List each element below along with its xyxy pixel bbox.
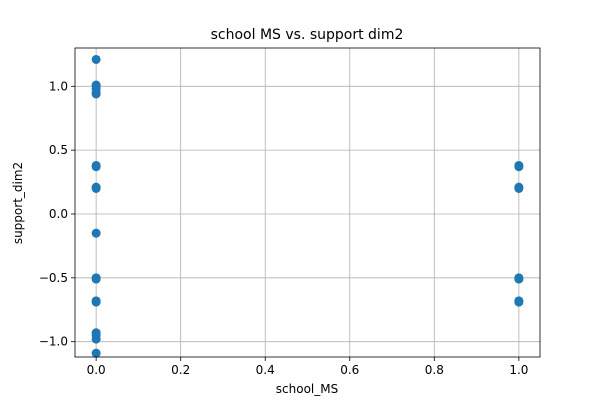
- x-tick-label: 0.2: [171, 363, 190, 377]
- chart-title: school MS vs. support dim2: [211, 27, 404, 43]
- ticks-layer: 0.0 0.2 0.4 0.6 0.8 1.0 −1.0 −0.5 0.0 0.5 1.0: [39, 79, 529, 377]
- points-layer: [91, 54, 524, 358]
- scatter-point: [514, 274, 524, 284]
- scatter-point: [91, 228, 101, 238]
- y-tick-label: 1.0: [49, 79, 68, 93]
- y-tick-label: 0.5: [49, 143, 68, 157]
- y-tick-label: −0.5: [39, 271, 68, 285]
- scatter-point: [91, 162, 101, 172]
- scatter-point: [514, 183, 524, 193]
- x-tick-label: 0.8: [425, 363, 444, 377]
- x-tick-label: 0.4: [256, 363, 275, 377]
- x-tick-label: 0.0: [87, 363, 106, 377]
- scatter-point: [91, 334, 101, 344]
- scatter-point: [91, 54, 101, 64]
- scatter-point: [514, 162, 524, 172]
- x-axis-label: school_MS: [276, 382, 338, 396]
- scatter-point: [91, 274, 101, 284]
- x-tick-label: 1.0: [509, 363, 528, 377]
- y-tick-label: 0.0: [49, 207, 68, 221]
- y-axis-label: support_dim2: [11, 162, 25, 244]
- scatter-point: [91, 89, 101, 99]
- plot-frame: [74, 47, 541, 358]
- scatter-point: [91, 348, 101, 358]
- scatter-point: [514, 297, 524, 307]
- x-tick-label: 0.6: [340, 363, 359, 377]
- scatter-point: [91, 297, 101, 307]
- grid-layer: [75, 48, 540, 357]
- scatter-point: [91, 183, 101, 193]
- y-tick-label: −1.0: [39, 335, 68, 349]
